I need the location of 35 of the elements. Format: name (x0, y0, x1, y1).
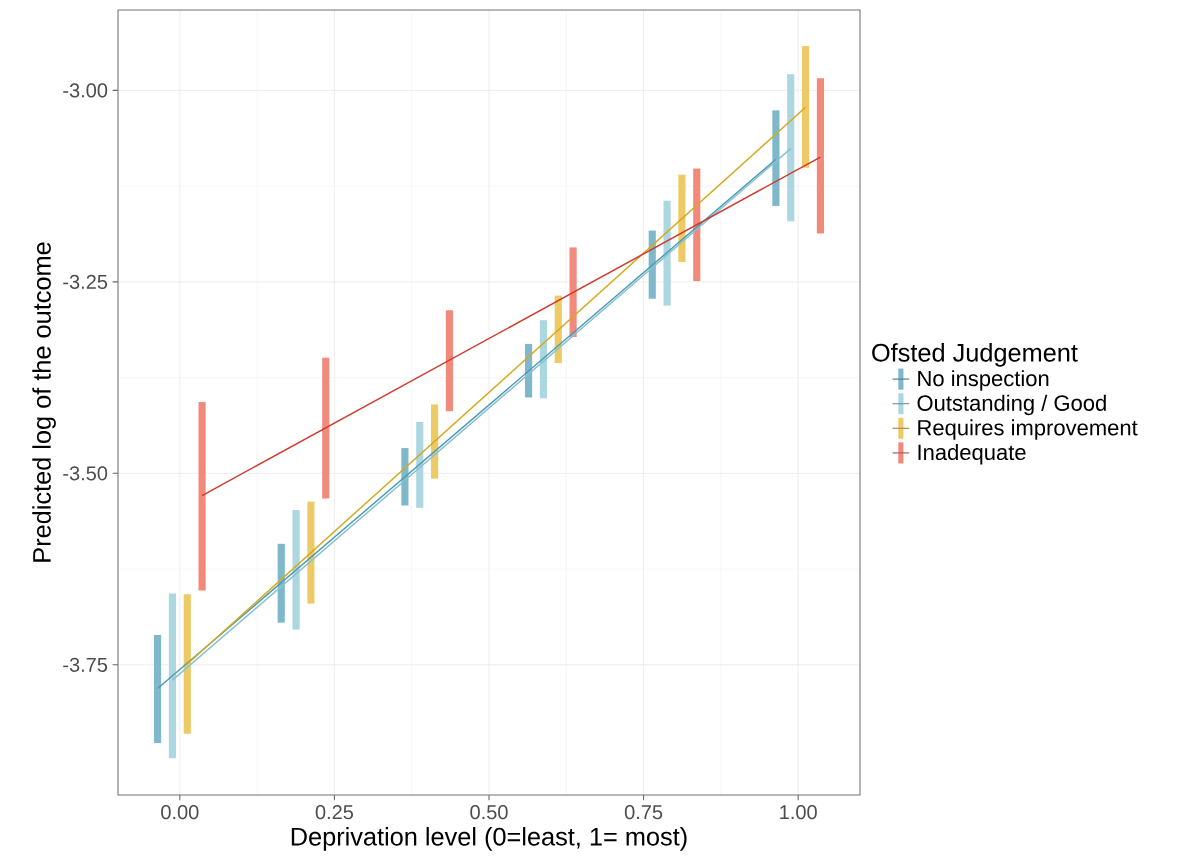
bar (183, 594, 191, 734)
bar (663, 200, 671, 306)
bar (802, 45, 810, 168)
bar (431, 404, 439, 479)
y-tick-label: -3.25 (63, 274, 108, 289)
x-axis-title: Deprivation level (0=least, 1= most) (291, 827, 687, 851)
legend-label: Outstanding / Good (917, 394, 1106, 416)
x-tick-label: 1.00 (780, 805, 817, 820)
bar (816, 78, 825, 234)
x-tick-label: 0.25 (315, 805, 354, 820)
bar (168, 593, 176, 759)
bar (322, 357, 330, 499)
legend-label: Requires improvement (918, 419, 1138, 440)
x-tick-label: 0.50 (470, 805, 508, 820)
bar (787, 74, 795, 222)
bar (539, 320, 548, 399)
x-tick-label: 0.00 (161, 805, 199, 820)
legend-label: No inspection (918, 370, 1049, 391)
bar (678, 174, 686, 262)
bar (693, 168, 701, 282)
legend-title: Ofsted Judgement (872, 343, 1078, 367)
y-tick-label: -3.50 (63, 466, 108, 481)
bar (198, 402, 206, 591)
bar (307, 501, 315, 604)
bar (292, 510, 300, 630)
bar (277, 543, 285, 623)
bar (445, 310, 454, 412)
legend-label: Inadequate (918, 443, 1026, 465)
x-tick-label: 0.75 (624, 805, 663, 820)
y-tick-label: -3.75 (63, 657, 108, 672)
bar (153, 634, 162, 743)
y-axis-title: Predicted log of the outcome (32, 242, 56, 562)
bar (416, 422, 424, 508)
y-tick-label: -3.00 (63, 83, 108, 98)
bar (569, 247, 577, 338)
